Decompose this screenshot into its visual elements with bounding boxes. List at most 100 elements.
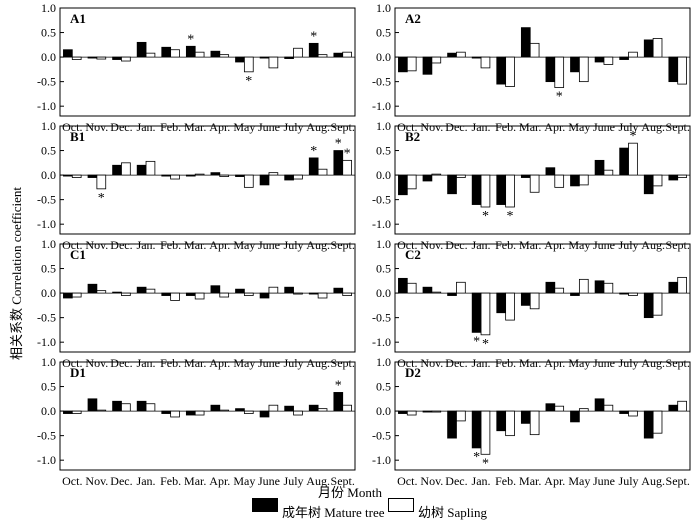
bar-mature — [161, 410, 172, 414]
bar-mature — [112, 164, 122, 176]
legend-swatch-sapling — [388, 498, 414, 512]
bar-mature — [520, 410, 531, 424]
x-tick-label: Sept. — [331, 238, 355, 252]
x-tick-label: Dec. — [110, 474, 132, 488]
x-tick-label: May — [233, 474, 255, 488]
x-tick-label: Apr. — [544, 356, 565, 370]
bar-mature — [594, 398, 605, 412]
x-axis-title: 月份 Month — [318, 485, 382, 500]
bar-mature — [447, 410, 457, 439]
x-tick-label: Nov. — [85, 356, 108, 370]
x-tick-label: Aug. — [641, 356, 665, 370]
bar-mature — [422, 56, 433, 75]
bar-sapling — [529, 292, 540, 310]
bar-mature — [668, 404, 679, 412]
y-tick-label: 0.5 — [41, 144, 56, 158]
panel-frame — [59, 7, 356, 117]
bar-mature — [447, 174, 457, 195]
bar-mature — [63, 410, 73, 414]
bar-mature — [471, 174, 482, 205]
bar-sapling — [431, 173, 442, 176]
bar-sapling — [121, 292, 131, 296]
x-tick-label: Aug. — [306, 238, 330, 252]
bar-mature — [63, 292, 73, 299]
bar-mature — [643, 174, 654, 195]
x-tick-label: Apr. — [209, 474, 230, 488]
y-tick-label: -0.5 — [372, 193, 391, 207]
x-tick-label: Dec. — [445, 356, 467, 370]
y-tick-label: -0.5 — [372, 311, 391, 325]
bar-mature — [520, 174, 531, 178]
bar-sapling — [96, 290, 107, 294]
x-tick-label: Dec. — [110, 120, 132, 134]
bar-mature — [210, 404, 221, 412]
x-tick-label: June — [258, 356, 280, 370]
y-tick-label: -0.5 — [372, 75, 391, 89]
bar-sapling — [406, 174, 417, 190]
bar-sapling — [431, 410, 442, 413]
y-tick-label: -0.5 — [37, 429, 56, 443]
bar-sapling — [628, 292, 638, 296]
bar-sapling — [96, 174, 107, 190]
x-tick-label: Oct. — [397, 120, 417, 134]
panel-frame — [394, 243, 691, 353]
panel-frame — [394, 361, 691, 471]
x-tick-label: Mar. — [184, 238, 206, 252]
bar-sapling — [406, 56, 417, 72]
panel-frame — [394, 7, 691, 117]
bar-sapling — [578, 278, 589, 294]
significance-mark: * — [310, 144, 317, 159]
y-tick-label: 0.0 — [376, 50, 391, 64]
x-tick-label: Jan. — [472, 474, 491, 488]
bar-sapling — [243, 410, 254, 414]
bar-mature — [471, 410, 482, 449]
bar-mature — [112, 400, 122, 412]
y-tick-label: 1.0 — [376, 1, 391, 15]
bar-sapling — [317, 168, 328, 176]
bar-sapling — [456, 174, 466, 178]
bar-mature — [496, 174, 507, 205]
bar-sapling — [145, 288, 156, 294]
bar-sapling — [268, 286, 279, 294]
bar-sapling — [219, 54, 230, 58]
x-tick-label: Apr. — [209, 120, 230, 134]
significance-mark: * — [245, 74, 252, 89]
x-tick-label: June — [593, 474, 615, 488]
bar-mature — [235, 288, 245, 294]
bar-sapling — [628, 410, 638, 417]
bar-mature — [136, 286, 147, 294]
bar-mature — [87, 283, 98, 294]
bar-sapling — [652, 38, 663, 58]
bar-mature — [308, 157, 319, 176]
bar-sapling — [71, 174, 82, 178]
bar-sapling — [431, 56, 442, 64]
x-tick-label: Mar. — [519, 474, 541, 488]
y-tick-label: 1.0 — [41, 355, 56, 369]
bar-sapling — [71, 410, 82, 414]
bar-sapling — [603, 169, 614, 176]
bar-mature — [284, 286, 294, 294]
panel-label: C1 — [70, 247, 86, 262]
bar-mature — [112, 56, 122, 60]
x-tick-label: Aug. — [641, 120, 665, 134]
bar-mature — [87, 174, 98, 178]
bar-sapling — [121, 403, 131, 412]
bar-mature — [161, 292, 172, 296]
x-tick-label: Feb. — [160, 356, 181, 370]
bar-mature — [619, 410, 629, 414]
bar-mature — [668, 56, 679, 83]
y-tick-label: 1.0 — [376, 237, 391, 251]
bar-mature — [643, 39, 654, 58]
x-tick-label: May — [233, 120, 255, 134]
bar-sapling — [456, 281, 466, 294]
bar-sapling — [406, 282, 417, 294]
x-tick-label: Mar. — [519, 120, 541, 134]
significance-mark: * — [473, 450, 480, 465]
x-tick-label: Sept. — [666, 474, 690, 488]
x-tick-label: Oct. — [62, 120, 82, 134]
bar-sapling — [342, 292, 352, 296]
